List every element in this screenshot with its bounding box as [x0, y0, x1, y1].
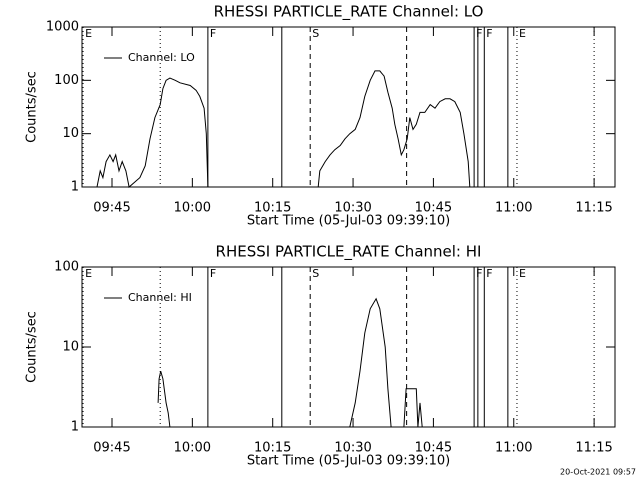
y-axis-title: Counts/sec: [25, 71, 40, 143]
x-axis-title: Start Time (05-Jul-03 09:39:10): [247, 454, 450, 469]
x-tick-label: 10:30: [334, 441, 371, 456]
y-tick-label: 10: [62, 340, 79, 355]
legend-label: Channel: LO: [128, 51, 195, 64]
chart-title: RHESSI PARTICLE_RATE Channel: HI: [216, 243, 482, 262]
flag-label: F: [210, 267, 216, 280]
flag-label: F: [486, 267, 492, 280]
y-tick-label: 100: [54, 260, 79, 275]
y-tick-label: 10: [62, 126, 79, 141]
data-line: [157, 297, 423, 428]
flag-label: E: [519, 267, 526, 280]
x-tick-label: 10:15: [254, 201, 291, 216]
chart-title: RHESSI PARTICLE_RATE Channel: LO: [214, 3, 484, 22]
x-tick-label: 11:00: [495, 201, 532, 216]
x-tick-label: 09:45: [93, 441, 130, 456]
flag-label: S: [312, 267, 319, 280]
x-tick-label: 11:15: [575, 201, 612, 216]
flag-label: F: [476, 267, 482, 280]
flag-label: S: [312, 27, 319, 40]
x-tick-label: 10:45: [415, 441, 452, 456]
y-axis-title: Counts/sec: [25, 311, 40, 383]
y-tick-label: 1: [71, 180, 79, 195]
y-tick-label: 1000: [46, 20, 79, 35]
flag-label: F: [210, 27, 216, 40]
flag-label: F: [476, 27, 482, 40]
x-tick-label: 10:15: [254, 441, 291, 456]
flag-label: E: [519, 27, 526, 40]
x-axis-title: Start Time (05-Jul-03 09:39:10): [247, 214, 450, 229]
legend-label: Channel: HI: [128, 291, 192, 304]
x-tick-label: 10:00: [174, 201, 211, 216]
x-tick-label: 11:15: [575, 441, 612, 456]
data-line: [96, 70, 471, 188]
x-tick-label: 10:30: [334, 201, 371, 216]
flag-label: E: [85, 267, 92, 280]
x-tick-label: 10:45: [415, 201, 452, 216]
footer-date: 20-Oct-2021 09:57: [560, 468, 636, 477]
x-tick-label: 10:00: [174, 441, 211, 456]
y-tick-label: 1: [71, 420, 79, 435]
x-tick-label: 09:45: [93, 201, 130, 216]
y-tick-label: 100: [54, 73, 79, 88]
flag-label: E: [85, 27, 92, 40]
plot-frame: [81, 26, 616, 188]
flag-label: F: [486, 27, 492, 40]
x-tick-label: 11:00: [495, 441, 532, 456]
